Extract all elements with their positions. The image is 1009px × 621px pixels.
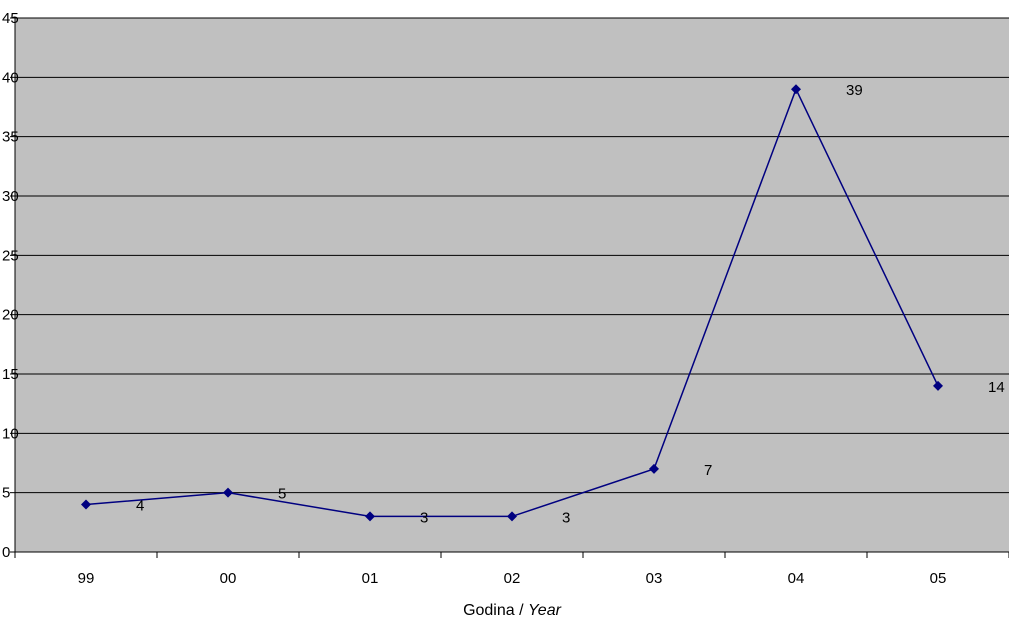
x-axis-title-main: Godina / xyxy=(463,602,528,619)
y-tick-label: 30 xyxy=(2,188,19,205)
data-point-00 xyxy=(223,487,233,498)
x-tick-labels: 99 00 01 02 03 04 05 xyxy=(78,570,947,587)
y-tick-label: 0 xyxy=(2,544,10,561)
y-tick-label: 5 xyxy=(2,485,10,502)
y-tick-label: 20 xyxy=(2,307,19,324)
data-label-03: 7 xyxy=(704,462,712,479)
y-tick-label: 25 xyxy=(2,247,19,264)
gridlines xyxy=(15,17,1009,494)
x-tick-label-01: 01 xyxy=(362,570,379,587)
plot-area xyxy=(15,18,1009,552)
data-point-02 xyxy=(507,511,517,522)
data-label-99: 4 xyxy=(136,498,144,515)
data-label-05: 14 xyxy=(988,379,1005,396)
data-labels: 4 5 3 3 7 39 14 xyxy=(136,82,1005,526)
data-label-02: 3 xyxy=(562,509,570,526)
data-label-04: 39 xyxy=(846,82,863,99)
data-point-01 xyxy=(365,511,375,522)
x-tick-label-99: 99 xyxy=(78,570,95,587)
x-tick-label-05: 05 xyxy=(930,570,947,587)
data-point-03 xyxy=(649,463,659,474)
y-tick-label: 15 xyxy=(2,366,19,383)
y-tick-label: 40 xyxy=(2,69,19,86)
data-point-05 xyxy=(933,380,943,391)
x-tick-label-03: 03 xyxy=(646,570,663,587)
data-label-01: 3 xyxy=(420,509,428,526)
x-tick-label-00: 00 xyxy=(220,570,237,587)
y-tick-label: 45 xyxy=(2,10,19,27)
x-tick-label-02: 02 xyxy=(504,570,521,587)
x-axis-title: Godina / Year xyxy=(463,602,562,619)
data-point-04 xyxy=(791,84,801,95)
y-tick-label: 35 xyxy=(2,129,19,146)
series-layer xyxy=(81,84,943,522)
axes xyxy=(10,17,1009,558)
y-tick-labels: 0 5 10 15 20 25 30 35 40 45 xyxy=(2,10,19,561)
x-tick-label-04: 04 xyxy=(788,570,805,587)
y-tick-label: 10 xyxy=(2,425,19,442)
x-axis-title-italic: Year xyxy=(528,602,562,619)
data-point-99 xyxy=(81,499,91,510)
data-label-00: 5 xyxy=(278,486,286,503)
